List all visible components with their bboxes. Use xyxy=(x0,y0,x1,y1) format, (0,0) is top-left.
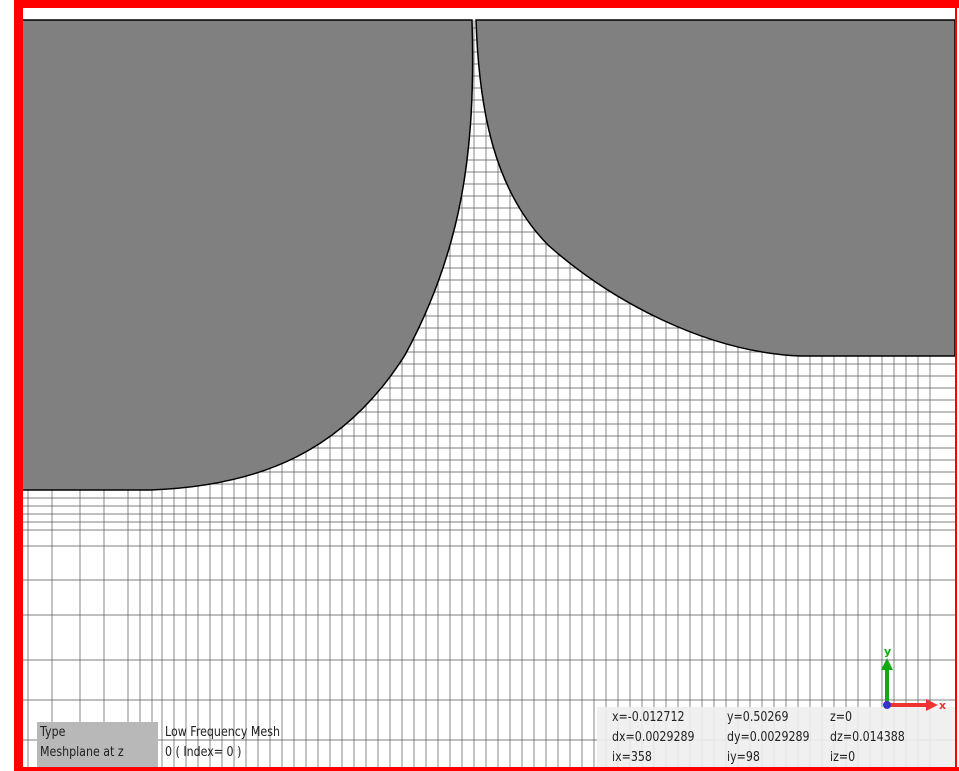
x-axis-head xyxy=(926,699,938,711)
coord-value: iy=98 xyxy=(727,750,760,765)
border-right xyxy=(955,0,957,771)
coord-value: dx=0.0029289 xyxy=(612,730,695,745)
right-solid xyxy=(475,19,956,357)
coord-value: x=-0.012712 xyxy=(612,710,685,725)
type-label-bg xyxy=(37,722,158,767)
coord-value: ix=358 xyxy=(612,750,652,765)
type-label: Type xyxy=(40,725,66,740)
y-axis-head xyxy=(881,658,893,670)
coord-value: dz=0.014388 xyxy=(830,730,905,745)
coord-value: iz=0 xyxy=(830,750,856,765)
coord-value: z=0 xyxy=(830,710,853,725)
coord-value: dy=0.0029289 xyxy=(727,730,810,745)
x-axis-label: x xyxy=(939,699,946,712)
plane-label: Meshplane at z xyxy=(40,745,124,760)
border-left xyxy=(14,0,23,771)
type-value: Low Frequency Mesh xyxy=(165,725,280,740)
y-axis-label: y xyxy=(884,645,891,658)
coord-value: y=0.50269 xyxy=(727,710,789,725)
border-top xyxy=(14,0,959,8)
border-bottom xyxy=(14,767,959,771)
z-axis-dot xyxy=(883,701,891,709)
plane-value: 0 ( Index= 0 ) xyxy=(165,745,242,760)
coords-bg xyxy=(597,707,955,767)
left-solid xyxy=(21,19,474,491)
